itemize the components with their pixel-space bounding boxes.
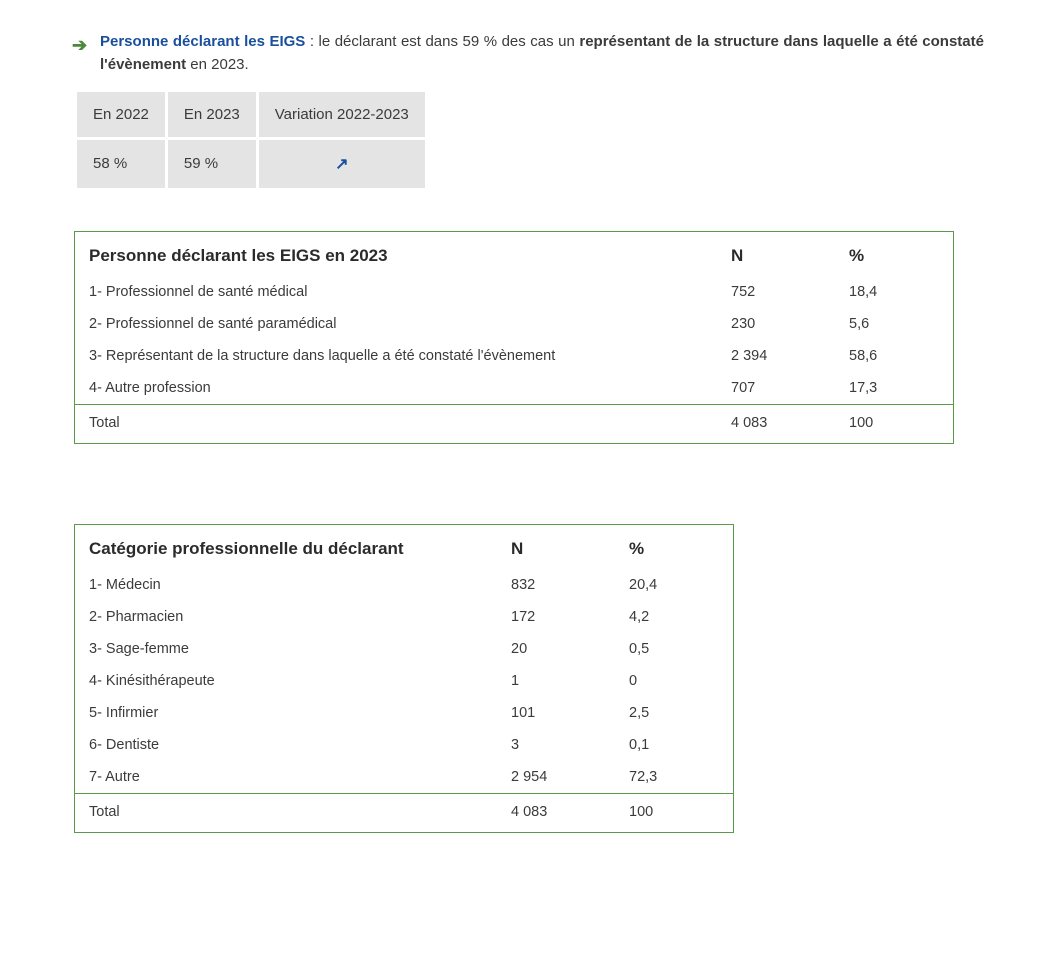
- category-total-label: Total: [75, 793, 498, 832]
- intro-text-before: : le déclarant est dans 59 % des cas un: [305, 33, 579, 50]
- declarant-col-p: %: [835, 231, 954, 276]
- row-p: 4,2: [615, 601, 734, 633]
- table-row: 1- Professionnel de santé médical75218,4: [75, 276, 954, 308]
- row-p: 72,3: [615, 761, 734, 794]
- category-col-p: %: [615, 524, 734, 569]
- declarant-table: Personne déclarant les EIGS en 2023 N % …: [74, 231, 954, 444]
- row-label: 4- Autre profession: [75, 372, 718, 405]
- row-n: 752: [717, 276, 835, 308]
- row-p: 17,3: [835, 372, 954, 405]
- row-n: 2 954: [497, 761, 615, 794]
- table-row: 3- Sage-femme200,5: [75, 633, 734, 665]
- row-p: 58,6: [835, 340, 954, 372]
- category-table-title: Catégorie professionnelle du déclarant: [75, 524, 498, 569]
- row-p: 20,4: [615, 569, 734, 601]
- table-row: 6- Dentiste30,1: [75, 729, 734, 761]
- table-row: 2- Professionnel de santé paramédical230…: [75, 308, 954, 340]
- row-label: 5- Infirmier: [75, 697, 498, 729]
- intro-text-after: en 2023.: [186, 56, 249, 73]
- declarant-table-title: Personne déclarant les EIGS en 2023: [75, 231, 718, 276]
- table-row: 4- Autre profession70717,3: [75, 372, 954, 405]
- intro-title: Personne déclarant les EIGS: [100, 33, 305, 50]
- row-label: 7- Autre: [75, 761, 498, 794]
- row-n: 101: [497, 697, 615, 729]
- row-label: 3- Représentant de la structure dans laq…: [75, 340, 718, 372]
- trend-up-icon: ↗: [335, 156, 348, 173]
- row-p: 0,5: [615, 633, 734, 665]
- declarant-rows: 1- Professionnel de santé médical75218,4…: [75, 276, 954, 405]
- table-row: 5- Infirmier1012,5: [75, 697, 734, 729]
- row-label: 2- Pharmacien: [75, 601, 498, 633]
- declarant-total-n: 4 083: [717, 404, 835, 443]
- row-label: 1- Professionnel de santé médical: [75, 276, 718, 308]
- var-header-2022: En 2022: [77, 92, 165, 137]
- declarant-col-n: N: [717, 231, 835, 276]
- category-total-row: Total 4 083 100: [75, 793, 734, 832]
- var-header-2023: En 2023: [168, 92, 256, 137]
- declarant-total-row: Total 4 083 100: [75, 404, 954, 443]
- row-label: 4- Kinésithérapeute: [75, 665, 498, 697]
- row-p: 18,4: [835, 276, 954, 308]
- category-table: Catégorie professionnelle du déclarant N…: [74, 524, 734, 833]
- row-n: 2 394: [717, 340, 835, 372]
- category-col-n: N: [497, 524, 615, 569]
- arrow-right-icon: ➔: [72, 32, 87, 60]
- row-n: 707: [717, 372, 835, 405]
- table-row: 2- Pharmacien1724,2: [75, 601, 734, 633]
- variation-table: En 2022 En 2023 Variation 2022-2023 58 %…: [74, 89, 428, 191]
- row-p: 0,1: [615, 729, 734, 761]
- row-n: 1: [497, 665, 615, 697]
- row-label: 1- Médecin: [75, 569, 498, 601]
- row-label: 3- Sage-femme: [75, 633, 498, 665]
- declarant-total-p: 100: [835, 404, 954, 443]
- table-row: 4- Kinésithérapeute10: [75, 665, 734, 697]
- category-total-n: 4 083: [497, 793, 615, 832]
- declarant-total-label: Total: [75, 404, 718, 443]
- var-trend-cell: ↗: [259, 140, 425, 188]
- row-label: 6- Dentiste: [75, 729, 498, 761]
- row-p: 5,6: [835, 308, 954, 340]
- table-row: 1- Médecin83220,4: [75, 569, 734, 601]
- table-row: 7- Autre2 95472,3: [75, 761, 734, 794]
- row-p: 2,5: [615, 697, 734, 729]
- row-n: 230: [717, 308, 835, 340]
- row-p: 0: [615, 665, 734, 697]
- var-value-2023: 59 %: [168, 140, 256, 188]
- var-value-2022: 58 %: [77, 140, 165, 188]
- row-n: 172: [497, 601, 615, 633]
- row-label: 2- Professionnel de santé paramédical: [75, 308, 718, 340]
- category-rows: 1- Médecin83220,42- Pharmacien1724,23- S…: [75, 569, 734, 794]
- table-row: 3- Représentant de la structure dans laq…: [75, 340, 954, 372]
- var-header-variation: Variation 2022-2023: [259, 92, 425, 137]
- category-total-p: 100: [615, 793, 734, 832]
- row-n: 832: [497, 569, 615, 601]
- intro-paragraph: ➔ Personne déclarant les EIGS : le décla…: [100, 30, 984, 77]
- row-n: 3: [497, 729, 615, 761]
- row-n: 20: [497, 633, 615, 665]
